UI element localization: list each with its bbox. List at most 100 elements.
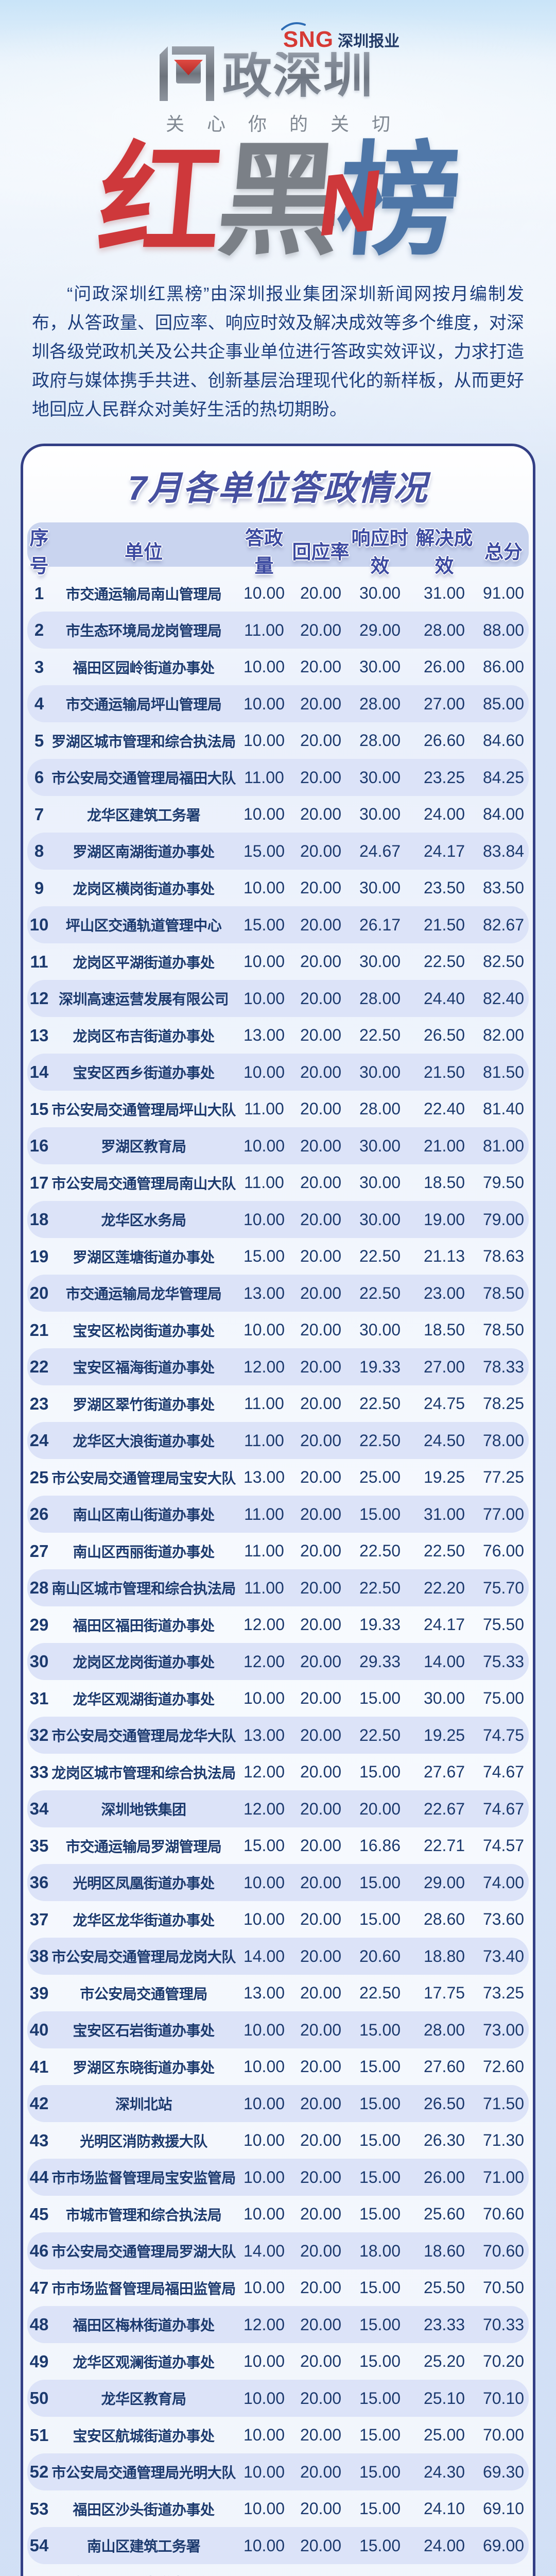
table-row: 21 宝安区松岗街道办事处 10.00 20.00 30.00 18.50 78.50: [27, 1312, 529, 1349]
rank-cell: 51: [29, 2425, 49, 2445]
unit-cell: 龙岗区平湖街道办事处: [73, 954, 215, 971]
response-time-cell: 15.00: [359, 2057, 401, 2076]
table-row: 4 市交通运输局坪山管理局 10.00 20.00 28.00 27.00 85.00: [27, 685, 529, 722]
table-row: 18 龙华区水务局 10.00 20.00 30.00 19.00 79.00: [27, 1201, 529, 1238]
volume-cell: 11.00: [244, 1173, 284, 1192]
volume-cell: 13.00: [243, 1026, 285, 1044]
response-rate-cell: 20.00: [300, 1541, 342, 1560]
response-time-cell: 28.00: [359, 989, 401, 1008]
volume-cell: 11.00: [244, 768, 284, 787]
response-rate-cell: 20.00: [300, 989, 342, 1008]
response-rate-cell: 20.00: [300, 657, 342, 676]
volume-cell: 15.00: [243, 915, 285, 934]
resolution-cell: 17.75: [423, 1984, 465, 2002]
unit-cell: 市公安局交通管理局福田大队: [51, 770, 236, 786]
response-rate-cell: 20.00: [300, 2278, 342, 2297]
rank-cell: 28: [29, 1578, 49, 1597]
unit-cell: 龙岗区布吉街道办事处: [73, 1028, 215, 1044]
response-rate-cell: 20.00: [300, 1504, 342, 1523]
total-cell: 74.00: [482, 1873, 525, 1892]
volume-cell: 10.00: [243, 694, 285, 713]
response-rate-cell: 20.00: [300, 2241, 342, 2260]
rank-cell: 52: [29, 2462, 49, 2481]
resolution-cell: 28.00: [423, 2020, 465, 2039]
table-row: 20 市交通运输局龙华管理局 13.00 20.00 22.50 23.00 78.50: [27, 1275, 529, 1312]
response-time-cell: 19.33: [359, 1357, 401, 1376]
response-time-cell: 15.00: [359, 1910, 401, 1928]
response-time-cell: 15.00: [359, 2499, 401, 2518]
total-cell: 78.63: [482, 1247, 525, 1265]
table-row: 51 宝安区航城街道办事处 10.00 20.00 15.00 25.00 70.00: [27, 2417, 529, 2454]
response-time-cell: 15.00: [359, 1504, 401, 1523]
response-rate-cell: 20.00: [300, 694, 342, 713]
masthead: SNG 深圳报业 政深圳: [0, 22, 556, 101]
table-row: 36 光明区凤凰街道办事处 10.00 20.00 15.00 29.00 74.00: [27, 1864, 529, 1901]
response-time-cell: 15.00: [359, 1762, 401, 1781]
total-cell: 77.00: [482, 1504, 525, 1523]
total-cell: 74.57: [482, 1836, 525, 1855]
total-cell: 84.60: [482, 731, 525, 750]
rank-cell: 39: [29, 1983, 49, 2003]
unit-cell: 市生态环境局龙岗管理局: [65, 623, 222, 639]
resolution-cell: 19.25: [423, 1468, 465, 1486]
unit-cell: 市公安局交通管理局宝安大队: [51, 1470, 236, 1486]
response-rate-cell: 20.00: [300, 2352, 342, 2370]
unit-cell: 罗湖区教育局: [101, 1139, 186, 1155]
response-time-cell: 22.50: [359, 1026, 401, 1044]
total-cell: 78.50: [482, 1320, 525, 1339]
response-time-cell: 30.00: [359, 657, 401, 676]
response-time-cell: 30.00: [359, 1173, 401, 1192]
response-rate-cell: 20.00: [300, 2315, 342, 2334]
table-row: 5 罗湖区城市管理和综合执法局 10.00 20.00 28.00 26.60 84.60: [27, 722, 529, 759]
total-cell: 91.00: [482, 584, 525, 602]
total-cell: 73.00: [482, 2020, 525, 2039]
response-rate-cell: 20.00: [300, 1984, 342, 2002]
unit-cell: 深圳地铁集团: [101, 1802, 186, 1818]
unit-cell: 南山区建筑工务署: [86, 2538, 201, 2554]
unit-cell: 市公安局交通管理局光明大队: [51, 2465, 236, 2481]
total-cell: 70.20: [482, 2352, 525, 2370]
response-rate-cell: 20.00: [300, 1468, 342, 1486]
response-rate-cell: 20.00: [300, 2205, 342, 2223]
tagline: 关心你的关切: [165, 113, 413, 134]
table-row: 47 市市场监督管理局福田监管局 10.00 20.00 15.00 25.50 70.50: [27, 2269, 529, 2307]
table-row: 8 罗湖区南湖街道办事处 15.00 20.00 24.67 24.17 83.84: [27, 833, 529, 870]
response-time-cell: 22.50: [359, 1725, 401, 1744]
rank-cell: 8: [34, 841, 44, 860]
total-cell: 71.50: [482, 2094, 525, 2113]
resolution-cell: 18.60: [423, 2241, 465, 2260]
sng-logo: SNG 深圳报业: [281, 22, 399, 51]
response-rate-cell: 20.00: [300, 731, 342, 750]
response-rate-cell: 20.00: [300, 1247, 342, 1265]
rank-cell: 9: [34, 878, 44, 897]
resolution-cell: 24.40: [423, 989, 465, 1008]
table-row: 42 深圳北站 10.00 20.00 15.00 26.50 71.50: [27, 2085, 529, 2122]
table-row: 16 罗湖区教育局 10.00 20.00 30.00 21.00 81.00: [27, 1127, 529, 1164]
table-title: 7月各单位答政情况: [128, 468, 428, 507]
unit-cell: 市市场监督管理局福田监管局: [51, 2280, 236, 2297]
rank-cell: 34: [29, 1799, 49, 1818]
resolution-cell: 18.50: [423, 1320, 465, 1339]
response-time-cell: 30.00: [359, 805, 401, 823]
response-rate-cell: 20.00: [300, 1320, 342, 1339]
response-rate-cell: 20.00: [300, 1173, 342, 1192]
volume-cell: 11.00: [244, 1504, 284, 1523]
unit-cell: 龙岗区横岗街道办事处: [73, 880, 215, 897]
response-rate-cell: 20.00: [300, 1283, 342, 1302]
unit-cell: 市公安局交通管理局罗湖大队: [51, 2244, 236, 2260]
unit-cell: 市交通运输局龙华管理局: [65, 1286, 222, 1302]
volume-cell: 10.00: [243, 584, 285, 602]
response-time-cell: 15.00: [359, 2278, 401, 2297]
table-row: 22 宝安区福海街道办事处 12.00 20.00 19.33 27.00 78.33: [27, 1348, 529, 1385]
response-rate-cell: 20.00: [300, 1394, 342, 1413]
table-row: 9 龙岗区横岗街道办事处 10.00 20.00 30.00 23.50 83.50: [27, 870, 529, 907]
rank-cell: 50: [29, 2388, 49, 2408]
response-rate-cell: 20.00: [300, 2057, 342, 2076]
resolution-cell: 21.50: [423, 915, 465, 934]
response-time-cell: 30.00: [359, 952, 401, 971]
rank-cell: 30: [29, 1652, 49, 1671]
unit-cell: 市公安局交通管理局: [80, 1986, 207, 2002]
total-cell: 70.10: [482, 2388, 525, 2408]
volume-cell: 10.00: [243, 657, 285, 676]
